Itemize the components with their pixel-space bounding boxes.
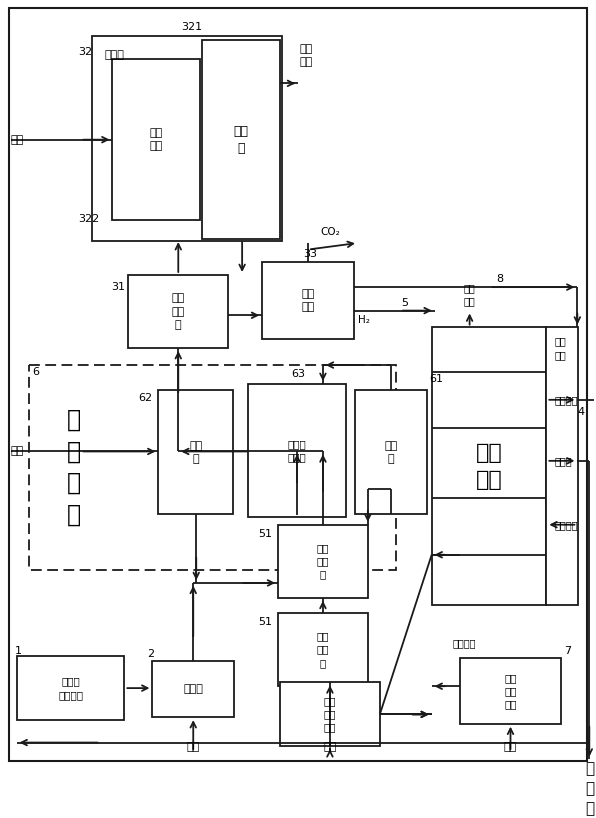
Text: 电加
热器: 电加 热器	[150, 128, 163, 151]
Text: 输
出
电: 输 出 电	[585, 762, 594, 816]
Text: CO₂: CO₂	[320, 227, 340, 237]
Text: 重整
室: 重整 室	[234, 124, 249, 155]
Text: 61: 61	[430, 374, 443, 384]
Bar	[159, 390, 233, 515]
Text: 第一
换热
器: 第一 换热 器	[316, 543, 329, 579]
Bar	[29, 365, 396, 570]
Text: 供电: 供电	[187, 742, 200, 752]
Text: 5: 5	[401, 298, 408, 308]
Text: 63: 63	[291, 370, 305, 380]
Text: 氢气回流: 氢气回流	[554, 395, 578, 405]
Text: 51: 51	[258, 529, 272, 539]
Bar	[262, 262, 354, 339]
Text: 322: 322	[78, 213, 99, 223]
Text: 6: 6	[32, 366, 39, 376]
Bar	[280, 682, 380, 746]
Text: 第二
换热
器: 第二 换热 器	[172, 294, 185, 330]
Bar	[153, 661, 234, 717]
Text: 输送泵: 输送泵	[184, 684, 203, 694]
Bar	[460, 658, 561, 724]
Text: 分离
装置: 分离 装置	[302, 289, 315, 312]
Bar	[355, 390, 427, 515]
Text: 8: 8	[496, 274, 503, 284]
Bar	[248, 384, 346, 517]
Bar	[547, 327, 578, 605]
Text: 31: 31	[111, 282, 125, 292]
Text: 空气
输送
系统: 空气 输送 系统	[504, 672, 517, 709]
Text: 第一
换热
器: 第一 换热 器	[316, 631, 329, 667]
Text: 33: 33	[303, 249, 317, 259]
Text: 混合
气体: 混合 气体	[300, 43, 313, 67]
Text: 321: 321	[182, 22, 203, 32]
Bar	[128, 275, 228, 348]
Bar	[92, 36, 282, 241]
Text: H₂: H₂	[358, 315, 370, 325]
Text: 62: 62	[138, 393, 153, 403]
Text: 供电: 供电	[11, 447, 24, 456]
Bar	[17, 656, 125, 720]
Text: 重整器: 重整器	[104, 50, 125, 60]
Text: 输出
空气: 输出 空气	[464, 283, 476, 306]
Text: 燃料
电池: 燃料 电池	[476, 443, 503, 490]
Text: 甲醇水
储存容器: 甲醇水 储存容器	[58, 676, 83, 699]
Bar	[432, 327, 547, 605]
Text: 供电: 供电	[323, 742, 337, 752]
Text: 7: 7	[564, 646, 571, 657]
Text: 32: 32	[79, 47, 92, 57]
Text: 输出电: 输出电	[554, 456, 572, 465]
Text: 热
泵
装
置: 热 泵 装 置	[67, 408, 80, 527]
Bar	[278, 613, 368, 686]
Text: 冷凝
器: 冷凝 器	[190, 441, 203, 464]
Text: 输入空气: 输入空气	[453, 639, 476, 649]
Bar	[113, 59, 200, 220]
Bar	[202, 40, 280, 239]
Text: 51: 51	[258, 618, 272, 627]
Text: 输入氢气: 输入氢气	[554, 519, 578, 530]
Text: 2: 2	[147, 649, 154, 659]
Text: 蒸发
器: 蒸发 器	[384, 441, 398, 464]
Text: 供电: 供电	[11, 135, 24, 145]
Text: 供电: 供电	[504, 742, 517, 752]
Text: 输出
空气: 输出 空气	[554, 336, 566, 360]
Text: 循环
泵送
装置: 循环 泵送 装置	[324, 696, 336, 733]
Bar	[278, 524, 368, 598]
Text: 4: 4	[578, 407, 585, 417]
Text: 1: 1	[15, 645, 22, 655]
Text: 冷媒循
环系统: 冷媒循 环系统	[288, 439, 306, 462]
